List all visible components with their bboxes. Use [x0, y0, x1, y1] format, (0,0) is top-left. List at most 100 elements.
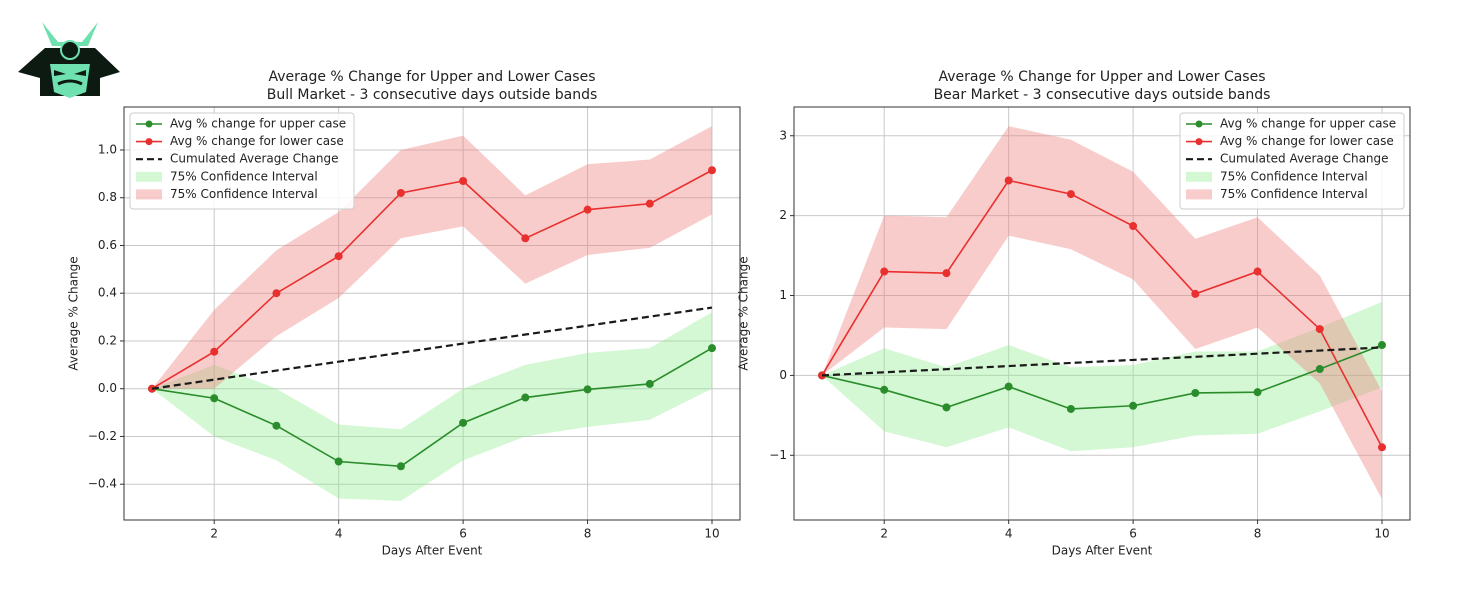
plot-frame — [123, 106, 741, 521]
legend-label: Avg % change for upper case — [1220, 117, 1396, 131]
legend-label: Avg % change for upper case — [170, 117, 346, 131]
data-point — [1004, 382, 1013, 391]
series-line — [151, 169, 713, 390]
y-axis-label: Average % Change — [737, 256, 751, 370]
logo-mouth — [57, 79, 83, 86]
series-line — [821, 346, 1383, 377]
data-point — [1066, 404, 1075, 413]
logo — [18, 22, 120, 98]
confidence-band — [152, 126, 712, 389]
data-point — [396, 188, 405, 197]
x-axis-label: Days After Event — [1052, 544, 1153, 558]
data-point — [272, 421, 281, 430]
series-line — [151, 306, 713, 390]
logo-eye — [54, 70, 66, 76]
x-tick-label: 2 — [880, 527, 888, 541]
data-point — [942, 269, 951, 278]
y-tick-label: 0.2 — [98, 333, 117, 347]
logo-eye — [74, 70, 86, 76]
y-axis-label: Average % Change — [67, 256, 81, 370]
plot: Average % Change for Upper and Lower Cas… — [67, 69, 741, 558]
data-point — [210, 347, 219, 356]
data-point — [1315, 365, 1324, 374]
x-tick-label: 4 — [335, 527, 343, 541]
data-point — [645, 379, 654, 388]
x-tick-label: 2 — [210, 527, 218, 541]
data-point — [1191, 289, 1200, 298]
legend-box — [1179, 112, 1405, 210]
chart-title: Average % Change for Upper and Lower Cas… — [938, 69, 1265, 85]
data-point — [1066, 190, 1075, 199]
chart-subtitle: Bear Market - 3 consecutive days outside… — [934, 87, 1271, 103]
x-tick-label: 4 — [1005, 527, 1013, 541]
legend-box — [129, 112, 355, 210]
data-point — [459, 177, 468, 186]
data-point — [880, 385, 889, 394]
x-tick-label: 10 — [1374, 527, 1389, 541]
legend-marker — [145, 138, 153, 146]
data-point — [583, 385, 592, 394]
legend-label: 75% Confidence Interval — [1220, 169, 1368, 183]
data-point — [1004, 176, 1013, 185]
data-point — [708, 166, 716, 175]
data-point — [521, 234, 530, 243]
y-tick-label: 0.8 — [98, 190, 117, 204]
data-point — [334, 457, 343, 466]
confidence-band — [152, 312, 712, 501]
legend: Avg % change for upper case Avg % change … — [129, 112, 355, 210]
y-tick-label: 3 — [779, 128, 787, 142]
series-line — [821, 344, 1383, 410]
series-line — [821, 179, 1383, 448]
legend: Avg % change for upper case Avg % change … — [1179, 112, 1405, 210]
legend-label: 75% Confidence Interval — [170, 187, 318, 201]
legend-label: Cumulated Average Change — [170, 152, 339, 166]
data-point — [1129, 401, 1138, 410]
legend-patch — [1186, 171, 1212, 182]
data-point — [880, 267, 889, 276]
legend-label: 75% Confidence Interval — [170, 169, 318, 183]
y-tick-label: 0 — [779, 368, 787, 382]
x-axis-label: Days After Event — [382, 544, 483, 558]
data-point — [1129, 222, 1138, 231]
data-point — [1253, 267, 1262, 276]
logo-badge — [60, 40, 80, 60]
x-tick-label: 6 — [459, 527, 467, 541]
data-point — [459, 418, 468, 427]
confidence-band — [822, 301, 1382, 452]
legend-marker — [1195, 138, 1203, 146]
plot-frame — [793, 106, 1411, 521]
data-point — [396, 462, 405, 471]
y-tick-label: 2 — [779, 208, 787, 222]
data-point — [272, 289, 281, 298]
y-tick-label: −0.4 — [88, 477, 117, 491]
data-point — [708, 344, 716, 353]
legend-marker — [145, 120, 153, 128]
data-point — [210, 394, 219, 403]
data-point — [583, 205, 592, 214]
x-tick-label: 8 — [584, 527, 592, 541]
y-tick-label: 1.0 — [98, 142, 117, 156]
legend-patch — [1186, 189, 1212, 200]
chart-subtitle: Bull Market - 3 consecutive days outside… — [267, 87, 598, 103]
data-point — [1191, 388, 1200, 397]
data-point — [942, 403, 951, 412]
confidence-band — [822, 126, 1382, 500]
legend-marker — [1195, 120, 1203, 128]
plot: Average % Change for Upper and Lower Cas… — [737, 69, 1411, 558]
chart-title: Average % Change for Upper and Lower Cas… — [268, 69, 595, 85]
y-tick-label: 0.0 — [98, 381, 117, 395]
data-point — [1253, 388, 1262, 397]
y-tick-label: 1 — [779, 288, 787, 302]
data-point — [334, 252, 343, 261]
data-point — [645, 199, 654, 208]
legend-label: Cumulated Average Change — [1220, 152, 1389, 166]
y-tick-label: −1 — [769, 448, 787, 462]
data-point — [1378, 341, 1386, 350]
x-tick-label: 6 — [1129, 527, 1137, 541]
y-tick-label: 0.4 — [98, 286, 117, 300]
data-point — [521, 393, 530, 402]
y-tick-label: 0.6 — [98, 238, 117, 252]
legend-patch — [136, 189, 162, 200]
legend-label: Avg % change for lower case — [1220, 134, 1394, 148]
